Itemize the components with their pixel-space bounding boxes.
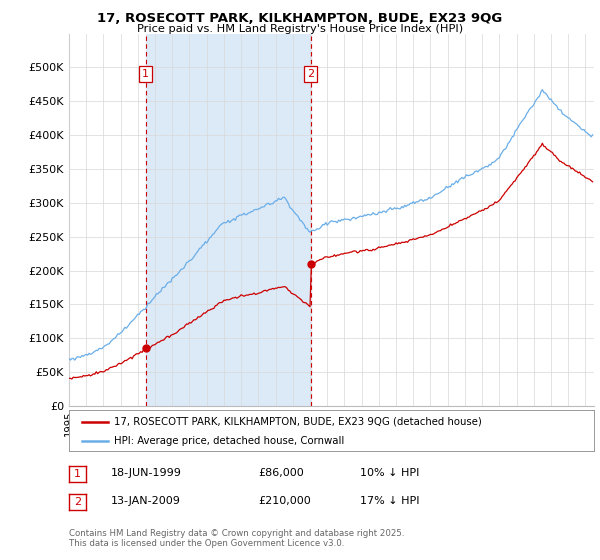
Text: This data is licensed under the Open Government Licence v3.0.: This data is licensed under the Open Gov… (69, 539, 344, 548)
Text: 1: 1 (74, 469, 81, 479)
Text: 2: 2 (74, 497, 81, 507)
Text: 18-JUN-1999: 18-JUN-1999 (111, 468, 182, 478)
Text: 17, ROSECOTT PARK, KILKHAMPTON, BUDE, EX23 9QG (detached house): 17, ROSECOTT PARK, KILKHAMPTON, BUDE, EX… (113, 417, 482, 427)
Text: 17, ROSECOTT PARK, KILKHAMPTON, BUDE, EX23 9QG: 17, ROSECOTT PARK, KILKHAMPTON, BUDE, EX… (97, 12, 503, 25)
Text: Price paid vs. HM Land Registry's House Price Index (HPI): Price paid vs. HM Land Registry's House … (137, 24, 463, 34)
Text: 17% ↓ HPI: 17% ↓ HPI (360, 496, 419, 506)
Text: Contains HM Land Registry data © Crown copyright and database right 2025.: Contains HM Land Registry data © Crown c… (69, 529, 404, 538)
Text: £210,000: £210,000 (258, 496, 311, 506)
Text: 1: 1 (142, 69, 149, 79)
Text: £86,000: £86,000 (258, 468, 304, 478)
Text: 2: 2 (307, 69, 314, 79)
Text: 10% ↓ HPI: 10% ↓ HPI (360, 468, 419, 478)
Bar (146, 34, 311, 406)
Text: HPI: Average price, detached house, Cornwall: HPI: Average price, detached house, Corn… (113, 436, 344, 446)
Text: 13-JAN-2009: 13-JAN-2009 (111, 496, 181, 506)
